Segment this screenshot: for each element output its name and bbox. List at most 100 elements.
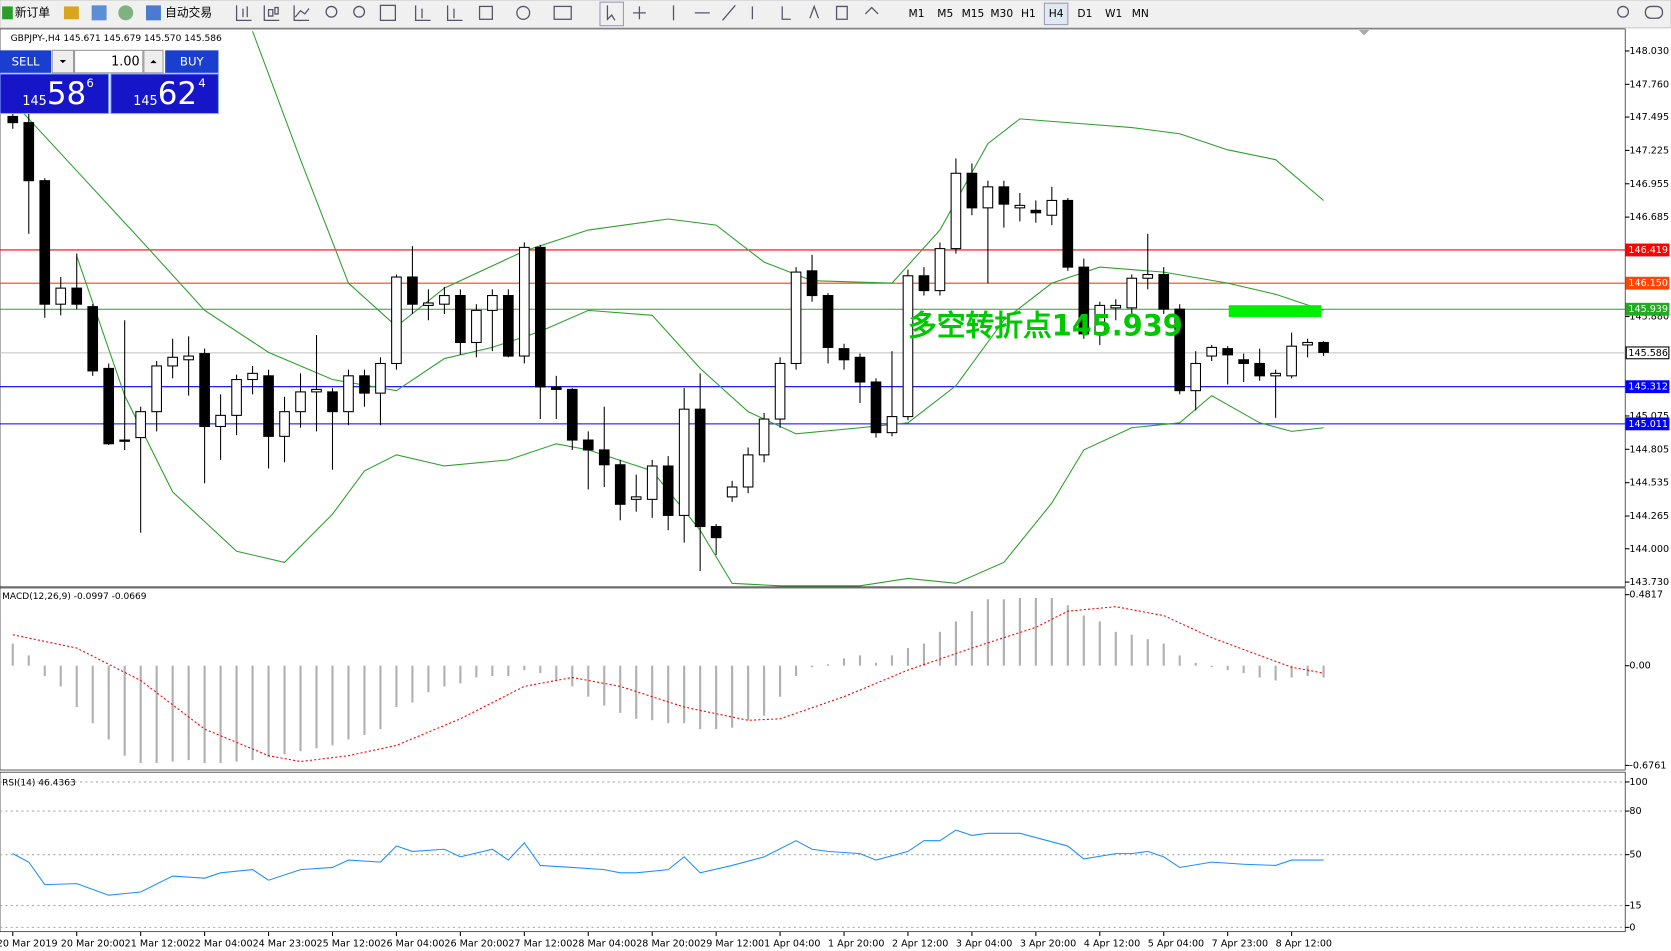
timeframe-button[interactable]: M1 [909, 7, 925, 20]
new-order-button[interactable]: 新订单 [15, 5, 50, 19]
timeframe-button[interactable]: M30 [990, 7, 1013, 20]
macd-bar [443, 665, 446, 687]
auto-trading-icon[interactable] [145, 5, 161, 21]
icon[interactable] [91, 5, 107, 21]
lot-input[interactable] [74, 49, 144, 74]
level-label: 146.419 [1628, 245, 1668, 256]
candle-body [455, 295, 466, 344]
candle-body [327, 391, 338, 413]
macd-bar [507, 665, 510, 677]
indicator-icon[interactable] [478, 5, 493, 20]
candle-body [598, 449, 610, 466]
bid-box[interactable] [0, 73, 110, 115]
tile-icon[interactable] [379, 4, 397, 21]
signal-line [12, 606, 1324, 763]
macd-bar [938, 631, 942, 666]
shift-marker [1358, 29, 1370, 36]
macd-bar [1098, 621, 1101, 666]
bar-chart-icon[interactable] [235, 5, 252, 21]
macd-bar [139, 665, 142, 764]
y-tick-label: 144.000 [1629, 544, 1669, 555]
macd-bar [491, 665, 494, 677]
icon[interactable] [118, 5, 134, 21]
ask-box[interactable] [110, 73, 219, 115]
candle-body [726, 486, 738, 498]
macd-bar [203, 665, 206, 764]
candle-body [1174, 308, 1186, 392]
level-label: 145.586 [1628, 348, 1668, 359]
candle-body [471, 309, 482, 344]
macd-bar [459, 665, 462, 684]
timeframe-button[interactable]: W1 [1105, 7, 1122, 20]
pane-title: RSI(14) 46.4363 [2, 778, 76, 788]
candle-body [279, 411, 290, 437]
sell-button[interactable] [0, 50, 52, 73]
x-tick-label: 7 Apr 23:00 [1212, 938, 1268, 949]
y-tick-label: 147.225 [1629, 145, 1669, 156]
timeframe-selected [1043, 2, 1069, 26]
x-tick-label: 8 Apr 12:00 [1276, 938, 1332, 949]
chart-info: GBPJPY-,H4 145.671 145.679 145.570 145.5… [11, 34, 222, 44]
macd-bar [347, 665, 350, 740]
macd-bar [1258, 665, 1261, 678]
timeframe-button[interactable]: D1 [1077, 7, 1092, 20]
x-tick-label: 28 Mar 04:00 [572, 938, 636, 949]
candle-body [982, 186, 994, 209]
x-tick-label: 28 Mar 20:00 [636, 938, 700, 949]
macd-bar [107, 665, 110, 740]
macd-bar [123, 665, 126, 756]
auto-trading-button[interactable]: 自动交易 [165, 5, 212, 19]
timeframe-button[interactable]: M5 [937, 7, 953, 20]
period-icon[interactable] [516, 5, 531, 20]
macd-bar [890, 655, 894, 666]
candle-body [1302, 341, 1313, 346]
candle-body [1030, 209, 1042, 214]
timeframes: M1 M5 M15 M30 H1 H4 D1 W1 MN [909, 2, 1149, 26]
icon[interactable] [63, 6, 79, 20]
timeframe-button[interactable]: H1 [1021, 7, 1036, 20]
candle-body [1046, 199, 1058, 216]
new-order-icon[interactable] [2, 6, 13, 20]
buy-button[interactable] [165, 50, 219, 73]
macd-bar [587, 665, 590, 697]
timeframe-button[interactable]: MN [1132, 7, 1149, 20]
candle-body [678, 408, 690, 516]
candle-body [1238, 359, 1249, 365]
macd-bar [315, 665, 318, 749]
macd-bar [858, 655, 862, 666]
candle-body [790, 271, 802, 365]
zoom-out-icon[interactable] [353, 5, 366, 18]
candle-body [103, 367, 115, 445]
candle-body [518, 246, 530, 357]
candle-body [614, 464, 626, 505]
candle-chart-icon[interactable] [263, 5, 280, 21]
candle-body [1286, 345, 1297, 377]
candle-body [343, 375, 354, 413]
rsi-line [12, 829, 1324, 896]
macd-bar [1082, 615, 1085, 666]
macd-bar [1290, 665, 1293, 678]
candle-body [1142, 274, 1154, 279]
template-icon[interactable] [553, 5, 572, 20]
macd-bar [1066, 605, 1069, 666]
zoom-in-icon[interactable] [325, 5, 338, 18]
candle-body [439, 295, 450, 305]
y-tick-label: 80 [1629, 806, 1641, 817]
level-label-box [1625, 346, 1670, 360]
candle-body [295, 391, 306, 413]
drawing-tools[interactable] [606, 4, 879, 21]
timeframe-button[interactable]: M15 [962, 7, 985, 20]
search-icon[interactable] [1617, 5, 1630, 18]
candle-body [998, 186, 1010, 205]
chat-icon[interactable] [1644, 5, 1664, 19]
level-label: 146.150 [1628, 278, 1668, 289]
macd-bar [91, 665, 94, 724]
candle-body [23, 122, 35, 182]
y-tick-label: 146.685 [1629, 212, 1669, 223]
scroll-icons[interactable] [414, 5, 463, 21]
timeframe-button[interactable]: H4 [1049, 7, 1064, 20]
candle-body [774, 362, 786, 420]
macd-bar [283, 665, 286, 755]
candle-body [662, 465, 674, 516]
line-chart-icon[interactable] [293, 5, 310, 21]
